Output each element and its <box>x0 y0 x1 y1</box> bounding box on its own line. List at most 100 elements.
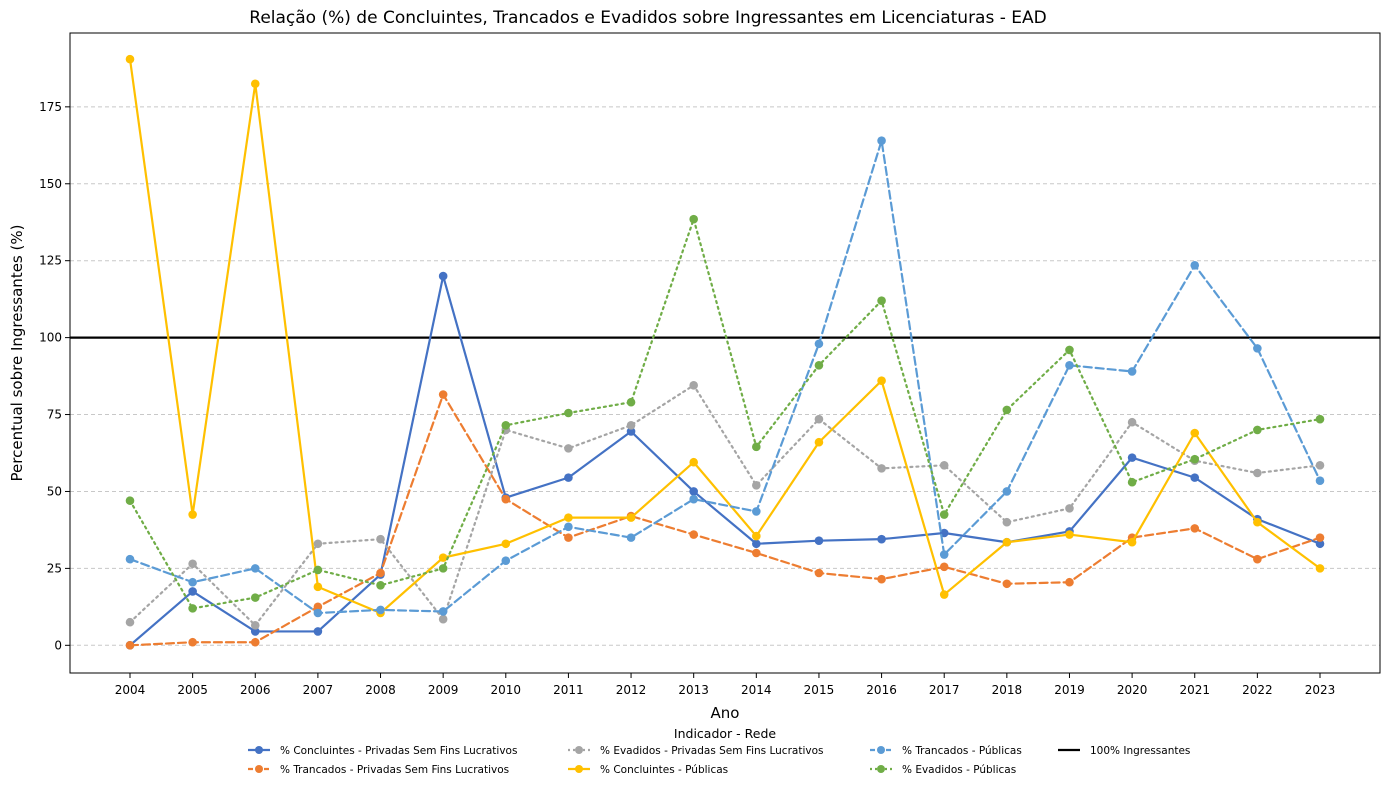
y-tick-label: 50 <box>47 484 62 498</box>
data-point <box>939 510 949 519</box>
data-point <box>1253 468 1262 478</box>
data-point <box>752 481 761 490</box>
data-point <box>877 534 886 544</box>
series-5 <box>125 136 1325 618</box>
data-point <box>1253 344 1262 353</box>
data-point <box>125 496 135 505</box>
data-point <box>1002 537 1012 547</box>
data-point <box>1127 453 1137 462</box>
legend-swatch-marker <box>255 746 263 754</box>
data-point <box>1190 261 1200 270</box>
data-point <box>188 637 197 647</box>
data-point <box>250 79 260 89</box>
data-point <box>1065 361 1074 370</box>
y-axis: 0 25 50 75 100 125 150 175 <box>39 100 70 652</box>
x-tick-label: 2023 <box>1305 683 1336 697</box>
legend-item: % Trancados - Privadas Sem Fins Lucrativ… <box>248 764 509 776</box>
data-point <box>626 533 636 542</box>
data-point <box>438 271 448 281</box>
series-line <box>128 274 1322 647</box>
data-point <box>626 513 636 522</box>
data-point <box>752 548 761 558</box>
data-point <box>814 536 824 545</box>
data-point <box>689 487 698 496</box>
data-point <box>626 397 636 407</box>
data-point <box>376 581 385 590</box>
series-line <box>128 139 1322 615</box>
data-point <box>564 444 573 453</box>
data-point <box>1002 487 1012 496</box>
y-tick-label: 175 <box>39 100 62 114</box>
data-point <box>501 421 511 430</box>
data-point <box>1190 428 1200 438</box>
data-point <box>1002 405 1012 415</box>
data-point <box>877 296 886 305</box>
data-point <box>1002 579 1012 589</box>
x-tick-label: 2013 <box>678 683 709 697</box>
legend-label: % Concluintes - Públicas <box>600 764 728 776</box>
data-point <box>125 554 135 564</box>
legend-item: % Concluintes - Públicas <box>568 764 728 776</box>
data-point <box>939 461 949 470</box>
data-point <box>501 494 511 504</box>
data-point <box>1315 461 1325 470</box>
data-point <box>250 627 260 636</box>
series-line <box>128 384 1322 627</box>
data-point <box>313 565 323 575</box>
data-point <box>877 464 886 473</box>
plot-frame <box>69 32 1381 674</box>
data-point <box>438 553 448 562</box>
x-tick-label: 2020 <box>1117 683 1148 697</box>
data-point <box>752 442 761 452</box>
data-point <box>939 550 949 559</box>
legend-swatch-marker <box>877 746 885 754</box>
data-point <box>1190 524 1200 533</box>
y-axis-title: Percentual sobre Ingressantes (%) <box>8 225 26 482</box>
data-point <box>689 530 698 539</box>
data-point <box>125 54 135 64</box>
data-point <box>814 568 824 578</box>
legend-label: % Trancados - Privadas Sem Fins Lucrativ… <box>280 764 509 776</box>
data-point <box>1253 554 1262 564</box>
x-tick-label: 2019 <box>1054 683 1085 697</box>
data-point <box>689 214 698 224</box>
data-point <box>689 457 698 467</box>
data-point <box>939 562 949 572</box>
data-point <box>1315 533 1325 542</box>
data-point <box>814 414 824 424</box>
data-point <box>1315 539 1325 549</box>
data-point <box>313 627 323 636</box>
legend-label: 100% Ingressantes <box>1090 745 1190 757</box>
x-tick-label: 2008 <box>365 683 396 697</box>
data-point <box>250 564 260 573</box>
y-tick-label: 25 <box>47 561 62 575</box>
series-1 <box>125 271 1325 650</box>
data-point <box>188 577 197 587</box>
legend-item: % Evadidos - Públicas <box>870 764 1016 776</box>
data-point <box>313 582 323 592</box>
data-point <box>1253 517 1262 527</box>
data-point <box>689 494 698 504</box>
legend-label: % Evadidos - Privadas Sem Fins Lucrativo… <box>600 745 823 757</box>
data-point <box>1065 577 1074 587</box>
x-tick-label: 2005 <box>177 683 208 697</box>
data-point <box>939 590 949 599</box>
x-tick-label: 2017 <box>929 683 960 697</box>
x-tick-label: 2016 <box>866 683 897 697</box>
data-point <box>752 507 761 516</box>
y-tick-label: 150 <box>39 177 62 191</box>
data-point <box>877 136 886 145</box>
data-point <box>1127 417 1137 427</box>
data-point <box>250 621 260 630</box>
legend: % Concluintes - Privadas Sem Fins Lucrat… <box>248 745 1190 776</box>
series-line <box>128 218 1322 610</box>
data-point <box>1127 537 1137 547</box>
x-tick-label: 2021 <box>1179 683 1210 697</box>
legend-swatch-marker <box>877 765 885 773</box>
x-axis-title: Ano <box>711 704 740 722</box>
data-point <box>1190 473 1200 482</box>
data-point <box>125 641 135 650</box>
data-point <box>564 408 573 418</box>
data-point <box>250 593 260 602</box>
data-point <box>564 513 573 522</box>
